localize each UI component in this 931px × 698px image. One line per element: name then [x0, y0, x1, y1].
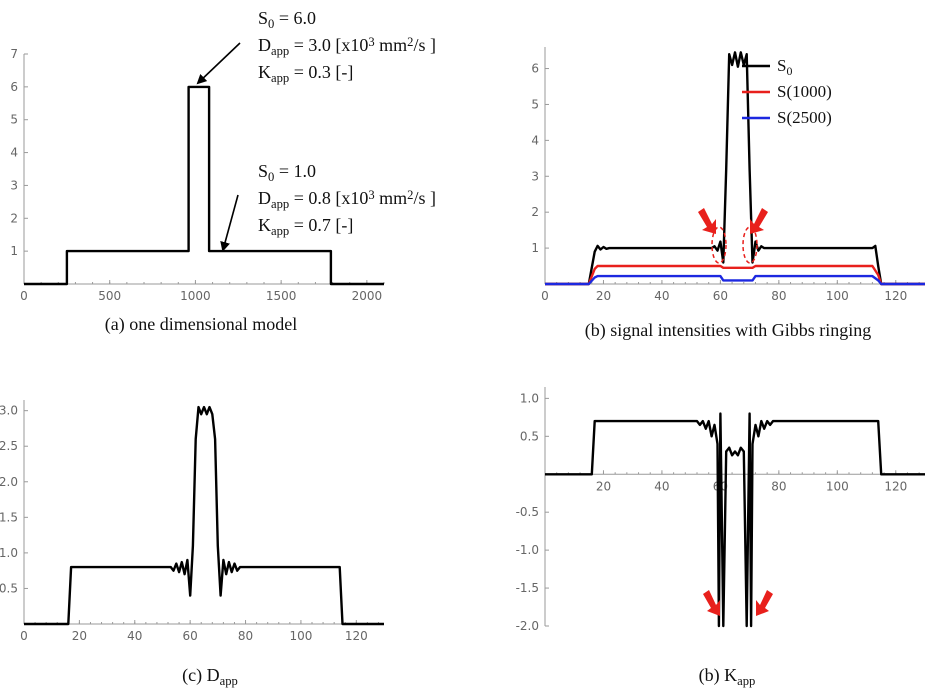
annotation-line: Kapp = 0.7 [-]: [258, 215, 353, 238]
red-arrow-kapp-left-icon: [703, 590, 720, 616]
x-tick-label: 20: [72, 629, 87, 643]
x-tick-label: 100: [289, 629, 312, 643]
y-tick-label: 1: [531, 241, 539, 255]
x-tick-label: 80: [771, 289, 786, 303]
y-tick-label: 2: [10, 211, 18, 225]
gibbs-ellipse-left: [711, 226, 727, 264]
panel-b-signals: 0 20 40 60 80 100 120 1 2 3 4 5 6 (b) signal intensi…: [531, 47, 925, 341]
legend-label: S(1000): [777, 82, 832, 101]
plot-a-area: 0 500 1000 1500 2000 1 2 3 4 5 6 7: [10, 47, 385, 303]
x-tick-label: 40: [654, 479, 669, 493]
x-tick-label: 500: [98, 289, 121, 303]
x-tick-label: 60: [713, 289, 728, 303]
gibbs-ellipse-right: [742, 226, 758, 264]
y-tick-label: 4: [531, 133, 539, 147]
x-tick-label: 80: [238, 629, 253, 643]
annotation-arrow-base: [220, 194, 239, 252]
panel-a-annotations: S0 = 6.0 Dapp = 3.0 [x103 mm2/s ] Kapp = 0…: [258, 8, 436, 238]
y-tick-label: 1.0: [520, 391, 539, 405]
x-tick-label: 120: [884, 479, 907, 493]
y-tick-label: -0.5: [516, 505, 539, 519]
series-line-kapp: [545, 412, 925, 628]
y-tick-label: 0.5: [0, 581, 18, 595]
x-tick-label: 120: [884, 289, 907, 303]
y-tick-label: -1.0: [516, 543, 539, 557]
y-tick-label: 1.5: [0, 510, 18, 524]
x-tick-label: 60: [183, 629, 198, 643]
y-tick-label: 3: [10, 178, 18, 192]
y-tick-label: 0.5: [520, 429, 539, 443]
y-tick-label: -1.5: [516, 581, 539, 595]
y-tick-label: 1: [10, 244, 18, 258]
y-tick-label: 5: [531, 97, 539, 111]
y-tick-label: 5: [10, 113, 18, 127]
y-tick-label: 2: [531, 205, 539, 219]
panel-a-caption: (a) one dimensional model: [105, 314, 297, 335]
x-tick-label: 2000: [352, 289, 383, 303]
panel-c-dapp: 0 20 40 60 80 100 120 0.5 1.0 1.5 2.0 2.5 3.0 (c) Da…: [0, 400, 384, 688]
legend-label: S0: [777, 56, 792, 78]
y-tick-label: 6: [531, 62, 539, 76]
x-tick-label: 20: [596, 289, 611, 303]
panel-a-model: 0 500 1000 1500 2000 1 2 3 4 5 6 7 (a) one dimensio…: [10, 8, 436, 335]
x-tick-label: 120: [345, 629, 368, 643]
y-tick-label: 1.0: [0, 546, 18, 560]
x-tick-label: 1000: [180, 289, 211, 303]
y-tick-label: 6: [10, 80, 18, 94]
panel-b-caption: (b) signal intensities with Gibbs ringin…: [585, 320, 871, 341]
red-arrow-left-icon: [698, 208, 716, 234]
panel-d-kapp: 20 40 60 80 100 120-2.0-1.5-1.0-0.50.51.0 (b)…: [516, 387, 925, 688]
series-line-s0: [545, 51, 925, 286]
x-tick-label: 0: [20, 629, 28, 643]
y-tick-label: 7: [10, 47, 18, 61]
plot-d-area: 20 40 60 80 100 120-2.0-1.5-1.0-0.50.51.0: [516, 387, 925, 633]
annotation-arrow-peak: [196, 42, 241, 85]
x-tick-label: 100: [826, 289, 849, 303]
x-tick-label: 1500: [266, 289, 297, 303]
x-tick-label: 20: [596, 479, 611, 493]
panel-b-legend: S0 S(1000) S(2500): [742, 56, 832, 127]
annotation-line: Kapp = 0.3 [-]: [258, 62, 353, 85]
series-line-model: [24, 85, 384, 286]
x-tick-label: 80: [771, 479, 786, 493]
annotation-line: S0 = 1.0: [258, 161, 316, 184]
x-tick-label: 40: [127, 629, 142, 643]
y-tick-label: 3.0: [0, 404, 18, 418]
legend-label: S(2500): [777, 108, 832, 127]
red-arrow-right-icon: [750, 208, 768, 234]
series-line-s-1000-: [545, 264, 925, 286]
plot-b-area: 0 20 40 60 80 100 120 1 2 3 4 5 6: [531, 47, 925, 303]
x-tick-label: 0: [20, 289, 28, 303]
y-tick-label: 4: [10, 146, 18, 160]
y-tick-label: 3: [531, 169, 539, 183]
y-tick-label: 2.0: [0, 475, 18, 489]
plot-c-area: 0 20 40 60 80 100 120 0.5 1.0 1.5 2.0 2.5 3.0: [0, 400, 384, 643]
series-line-s-2500-: [545, 274, 925, 286]
annotation-line: Dapp = 3.0 [x103 mm2/s ]: [258, 35, 436, 58]
series-line-dapp: [24, 405, 384, 626]
y-tick-label: -2.0: [516, 619, 539, 633]
panel-d-caption: (b) Kapp: [699, 665, 756, 688]
x-tick-label: 0: [541, 289, 549, 303]
y-tick-label: 2.5: [0, 439, 18, 453]
x-tick-label: 100: [826, 479, 849, 493]
annotation-line: S0 = 6.0: [258, 8, 316, 31]
red-arrow-kapp-right-icon: [756, 590, 773, 616]
panel-c-caption: (c) Dapp: [182, 665, 238, 688]
annotation-line: Dapp = 0.8 [x103 mm2/s ]: [258, 188, 436, 211]
x-tick-label: 40: [654, 289, 669, 303]
